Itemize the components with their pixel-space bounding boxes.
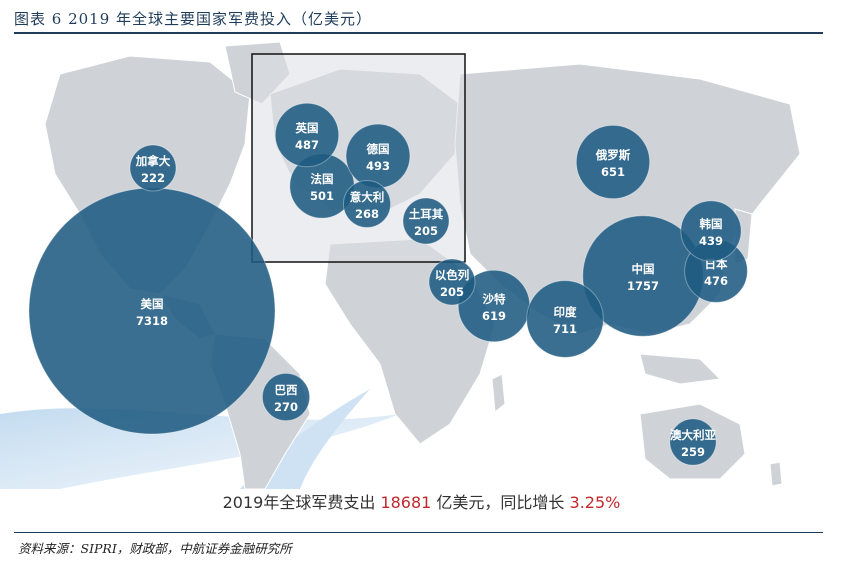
bottom-rule xyxy=(14,532,823,533)
bubble-5-value: 501 xyxy=(310,189,334,203)
bubble-6-circle xyxy=(345,123,411,189)
bubble-15-label: 土耳其 xyxy=(409,207,444,221)
bubble-7-label: 英国 xyxy=(295,121,319,135)
bubble-12-label: 澳大利亚 xyxy=(670,428,716,442)
madagascar xyxy=(491,373,506,413)
bubble-15-circle xyxy=(402,197,450,245)
bubble-7-value: 487 xyxy=(295,138,319,152)
bubble-10-value: 270 xyxy=(274,400,298,414)
bubble-13-circle xyxy=(129,144,177,192)
bubble-14-circle xyxy=(428,258,476,306)
top-rule xyxy=(14,32,823,34)
figure-title: 图表 6 2019 年全球主要国家军费投入（亿美元） xyxy=(14,10,373,28)
bubble-8-value: 476 xyxy=(704,274,728,288)
summary-line: 2019年全球军费支出 18681 亿美元，同比增长 3.25% xyxy=(0,489,843,513)
new-zealand xyxy=(769,461,783,487)
bubble-4-label: 俄罗斯 xyxy=(595,148,631,162)
bubble-2-value: 619 xyxy=(482,309,506,323)
bubble-11-label: 意大利 xyxy=(350,190,385,204)
bubble-14-label: 以色列 xyxy=(435,268,470,282)
summary-growth: 3.25% xyxy=(569,493,621,512)
bubble-4-circle xyxy=(575,124,651,200)
bubble-15-value: 205 xyxy=(414,224,438,238)
bubble-3-circle xyxy=(526,280,604,358)
bubble-13-label: 加拿大 xyxy=(135,154,171,168)
bubble-4-value: 651 xyxy=(601,165,625,179)
bubble-0-label: 美国 xyxy=(141,297,164,311)
bubble-6-label: 德国 xyxy=(366,142,390,156)
bubble-9-value: 439 xyxy=(699,234,723,248)
bubble-12-circle xyxy=(669,418,717,466)
bubble-12-value: 259 xyxy=(681,445,705,459)
bubble-10-label: 巴西 xyxy=(275,383,298,397)
bubble-9-label: 韩国 xyxy=(700,217,723,231)
bubble-0-value: 7318 xyxy=(136,314,168,328)
bubble-2-label: 沙特 xyxy=(483,292,506,306)
bubble-13-value: 222 xyxy=(141,171,165,185)
summary-prefix: 2019年全球军费支出 xyxy=(222,493,381,512)
bubble-0-circle xyxy=(28,187,276,435)
bubble-5-label: 法国 xyxy=(311,172,334,186)
world-map: 美国 7318 中国 1757 沙特 619 印度 711 俄罗斯 651 法国 501 德国 493 英国… xyxy=(0,41,801,489)
bubble-3-label: 印度 xyxy=(554,305,577,319)
bubble-7-circle xyxy=(274,102,340,168)
bubble-14-value: 205 xyxy=(440,285,464,299)
bubble-9-circle xyxy=(680,200,742,262)
bubble-3-value: 711 xyxy=(553,322,577,336)
summary-total: 18681 xyxy=(380,493,432,512)
bubble-11-circle xyxy=(342,179,392,229)
bubble-1-value: 1757 xyxy=(627,279,659,293)
bubble-10-circle xyxy=(261,372,311,422)
bubble-6-value: 493 xyxy=(366,159,390,173)
bubble-11-value: 268 xyxy=(355,207,379,221)
southeast-asia xyxy=(639,353,722,385)
source-note: 资料来源：SIPRI，财政部，中航证券金融研究所 xyxy=(18,541,292,556)
country-bubbles: 美国 7318 中国 1757 沙特 619 印度 711 俄罗斯 651 法国 501 德国 493 英国… xyxy=(28,102,748,466)
bubble-1-label: 中国 xyxy=(632,262,655,276)
summary-middle: 亿美元，同比增长 xyxy=(431,493,570,512)
